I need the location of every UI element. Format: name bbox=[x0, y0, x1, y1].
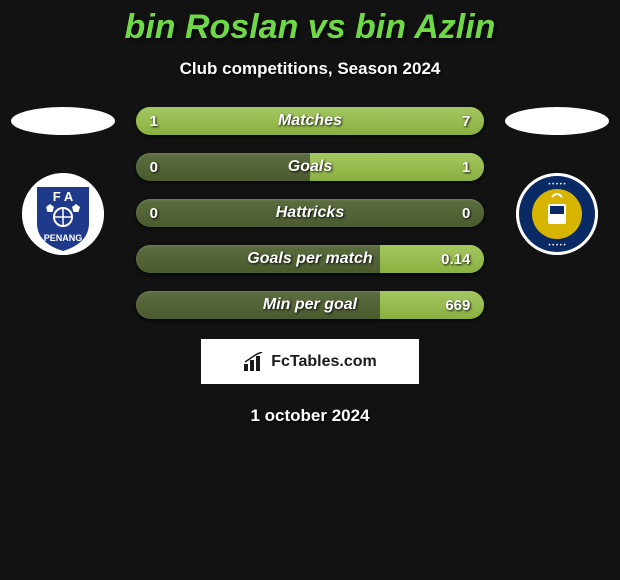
stat-label: Hattricks bbox=[136, 199, 485, 227]
page-title: bin Roslan vs bin Azlin bbox=[0, 8, 620, 47]
stat-right-value: 7 bbox=[462, 107, 470, 135]
stats-column: 1 Matches 7 0 Goals 1 0 Hattricks 0 bbox=[136, 107, 485, 319]
stat-row-goals: 0 Goals 1 bbox=[136, 153, 485, 181]
stat-label: Goals bbox=[136, 153, 485, 181]
svg-text:• • • • •: • • • • • bbox=[549, 182, 566, 188]
stat-right-value: 0 bbox=[462, 199, 470, 227]
stat-label: Goals per match bbox=[136, 245, 485, 273]
penang-fa-logo: F A PENANG bbox=[22, 173, 104, 255]
subtitle: Club competitions, Season 2024 bbox=[0, 59, 620, 79]
svg-text:PENANG: PENANG bbox=[44, 233, 83, 243]
stat-row-goals-per-match: Goals per match 0.14 bbox=[136, 245, 485, 273]
comparison-card: bin Roslan vs bin Azlin Club competition… bbox=[0, 0, 620, 426]
stat-row-hattricks: 0 Hattricks 0 bbox=[136, 199, 485, 227]
stat-right-value: 1 bbox=[462, 153, 470, 181]
svg-text:• • • • •: • • • • • bbox=[549, 243, 566, 249]
stat-row-matches: 1 Matches 7 bbox=[136, 107, 485, 135]
stat-label: Min per goal bbox=[136, 291, 485, 319]
stat-label: Matches bbox=[136, 107, 485, 135]
team-badge-right: • • • • • • • • • • bbox=[516, 173, 598, 255]
player-photo-placeholder-left bbox=[11, 107, 115, 135]
stat-right-value: 0.14 bbox=[441, 245, 470, 273]
team-badge-left: F A PENANG bbox=[22, 173, 104, 255]
stat-right-value: 669 bbox=[445, 291, 470, 319]
footer-brand-box[interactable]: FcTables.com bbox=[201, 339, 419, 384]
left-player-col: F A PENANG bbox=[8, 107, 118, 255]
right-player-col: • • • • • • • • • • bbox=[502, 107, 612, 255]
svg-text:F A: F A bbox=[53, 189, 74, 204]
away-team-logo: • • • • • • • • • • bbox=[516, 173, 598, 255]
body-row: F A PENANG 1 Matches 7 bbox=[0, 107, 620, 319]
footer-brand-text: FcTables.com bbox=[271, 353, 377, 371]
stat-row-min-per-goal: Min per goal 669 bbox=[136, 291, 485, 319]
player-photo-placeholder-right bbox=[505, 107, 609, 135]
bar-chart-icon bbox=[243, 352, 265, 372]
date-text: 1 october 2024 bbox=[0, 406, 620, 426]
